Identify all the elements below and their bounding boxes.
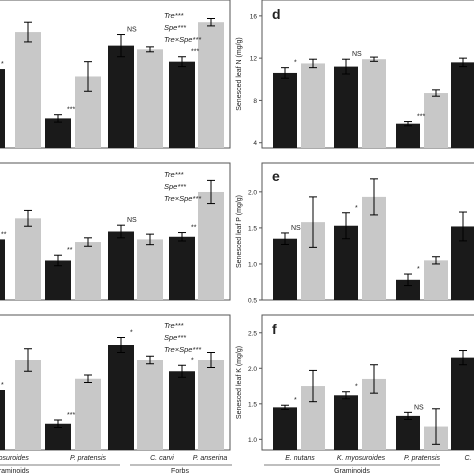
- bar-treatment: [273, 407, 297, 450]
- bar-treatment: [451, 357, 474, 450]
- significance-label: **: [1, 231, 7, 238]
- x-category-label: E. nutans: [285, 455, 315, 462]
- y-axis-label: Senesced leaf N (mg/g): [236, 37, 243, 111]
- bar-control: [137, 239, 163, 300]
- bar-control: [301, 63, 325, 148]
- group-label: raminoids: [0, 468, 30, 474]
- bar-control: [424, 93, 448, 148]
- bar-treatment: [169, 61, 195, 148]
- y-tick-label: 1.5: [248, 225, 257, 232]
- bar-treatment: [169, 371, 195, 450]
- bar-control: [198, 360, 224, 450]
- bar-treatment: [0, 239, 5, 300]
- significance-label: NS: [127, 27, 137, 34]
- stats-label: Tre×Spe***: [164, 345, 202, 354]
- y-tick-label: 1.5: [248, 401, 257, 408]
- significance-label: *: [130, 330, 133, 337]
- significance-label: ***: [67, 412, 75, 419]
- bar-treatment: [45, 118, 71, 148]
- bar-treatment: [0, 390, 5, 450]
- significance-label: **: [191, 225, 197, 232]
- bar-control: [362, 59, 386, 149]
- stats-label: Tre×Spe***: [164, 194, 202, 203]
- bar-treatment: [334, 395, 358, 450]
- group-label: Forbs: [171, 468, 189, 474]
- y-tick-label: 8: [253, 98, 257, 105]
- bar-control: [198, 191, 224, 300]
- significance-label: *: [355, 205, 358, 212]
- significance-label: NS: [291, 225, 301, 232]
- bar-treatment: [108, 231, 134, 300]
- x-category-label: yosuroides: [0, 455, 29, 462]
- y-tick-label: 2.0: [248, 189, 257, 196]
- panel-letter: f: [272, 321, 277, 337]
- stats-label: Spe***: [164, 23, 187, 32]
- y-tick-label: 12: [250, 56, 258, 63]
- y-axis-label: Senesced leaf K (mg/g): [236, 346, 243, 419]
- significance-label: NS: [352, 51, 362, 58]
- y-tick-label: 0.5: [248, 298, 257, 305]
- stats-label: Tre***: [164, 11, 185, 20]
- bar-control: [137, 49, 163, 149]
- significance-label: ***: [417, 114, 425, 121]
- bar-control: [75, 378, 101, 450]
- y-tick-label: 2.0: [248, 366, 257, 373]
- bar-treatment: [45, 423, 71, 450]
- significance-label: *: [191, 357, 194, 364]
- bar-treatment: [396, 279, 420, 300]
- group-label: Graminoids: [334, 468, 370, 474]
- x-category-label: C.: [465, 455, 472, 462]
- y-tick-label: 4: [253, 140, 257, 147]
- significance-label: *: [417, 266, 420, 273]
- stats-label: Tre×Spe***: [164, 35, 202, 44]
- bar-control: [15, 32, 41, 148]
- stats-label: Spe***: [164, 182, 187, 191]
- bar-control: [75, 242, 101, 300]
- panel-letter: d: [272, 6, 281, 22]
- significance-label: *: [294, 397, 297, 404]
- bar-treatment: [108, 345, 134, 450]
- stats-label: Tre***: [164, 321, 185, 330]
- x-category-label: K. myosuroides: [337, 455, 386, 462]
- x-category-label: P. pratensis: [404, 455, 441, 462]
- significance-label: *: [1, 61, 4, 68]
- bar-control: [424, 260, 448, 300]
- significance-label: **: [67, 247, 73, 254]
- stats-label: Tre***: [164, 170, 185, 179]
- x-category-label: C. carvi: [150, 455, 174, 462]
- bar-control: [15, 360, 41, 450]
- panel-letter: e: [272, 168, 280, 184]
- bar-treatment: [108, 45, 134, 149]
- bar-control: [137, 360, 163, 450]
- significance-label: NS: [414, 404, 424, 411]
- bar-treatment: [273, 238, 297, 300]
- y-tick-label: 1.0: [248, 437, 257, 444]
- significance-label: ***: [191, 49, 199, 56]
- stats-label: Spe***: [164, 333, 187, 342]
- y-axis-label: Senesced leaf P (mg/g): [236, 195, 243, 268]
- bar-treatment: [334, 66, 358, 148]
- bar-treatment: [451, 62, 474, 148]
- y-tick-label: 16: [250, 13, 258, 20]
- x-category-label: P. pratensis: [70, 455, 107, 462]
- y-tick-label: 1.0: [248, 261, 257, 268]
- significance-label: *: [355, 384, 358, 391]
- bar-control: [198, 22, 224, 149]
- bar-treatment: [169, 236, 195, 300]
- bar-control: [15, 218, 41, 300]
- bar-treatment: [451, 226, 474, 300]
- bar-treatment: [0, 69, 5, 148]
- x-category-label: P. anserina: [193, 455, 228, 462]
- bar-treatment: [273, 72, 297, 148]
- significance-label: *: [1, 382, 4, 389]
- significance-label: ***: [67, 107, 75, 114]
- bar-treatment: [45, 260, 71, 300]
- significance-label: NS: [127, 217, 137, 224]
- bar-treatment: [396, 123, 420, 148]
- y-tick-label: 2.5: [248, 330, 257, 337]
- bar-treatment: [396, 415, 420, 450]
- significance-label: *: [294, 60, 297, 67]
